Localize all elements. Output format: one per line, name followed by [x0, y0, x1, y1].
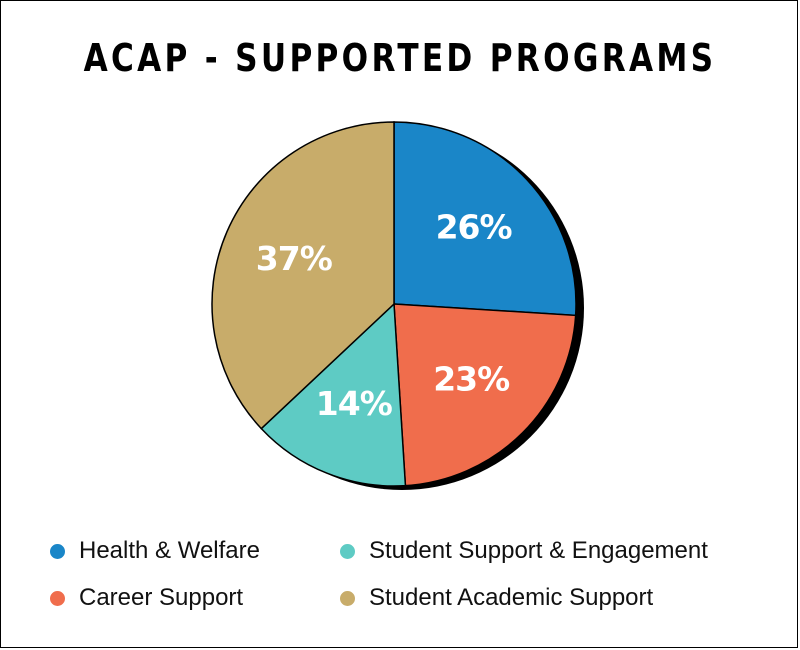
slice-label: 26%: [436, 208, 513, 247]
pie-slice-student-support-engagement: [260, 302, 407, 487]
pie-slice-career-support: [393, 303, 577, 487]
chart-title: ACAP - SUPPORTED PROGRAMS: [83, 36, 717, 80]
slice-label: 23%: [433, 360, 510, 399]
slice-label: 14%: [316, 384, 393, 423]
pie-slice-health-welfare: [393, 121, 577, 317]
slice-label: 37%: [256, 239, 333, 278]
pie-slice-student-academic-support: [211, 121, 395, 430]
